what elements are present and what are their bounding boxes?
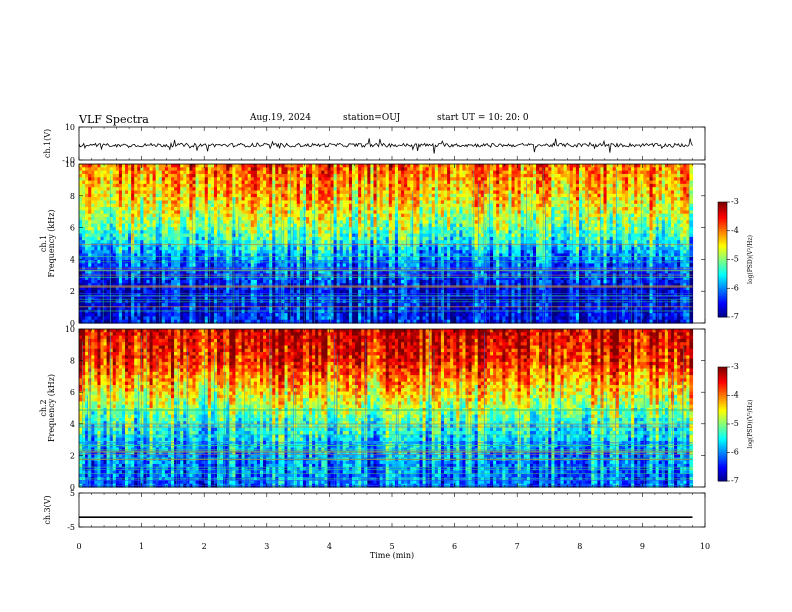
x-tick-label: 8: [577, 542, 582, 551]
colorbar-tick-label: -4: [731, 226, 739, 235]
y-tick-label: 2: [70, 287, 75, 296]
y-tick-label: 4: [70, 420, 75, 429]
waveform-line: [79, 138, 692, 153]
waveform-ch1: [79, 138, 692, 153]
colorbar-label: log(PSD)(V²/Hz): [747, 235, 754, 284]
y-axis-label: ch.3(V): [43, 495, 52, 524]
x-tick-label: 2: [202, 542, 207, 551]
colorbar-tick-label: -3: [731, 362, 739, 371]
y-tick-label: 5: [70, 489, 75, 498]
x-tick-label: 1: [139, 542, 144, 551]
y-axis-label: Frequency (kHz): [47, 374, 56, 442]
y-axis-label: Frequency (kHz): [47, 209, 56, 277]
x-tick-label: 5: [389, 542, 394, 551]
colorbar-tick-label: -5: [731, 419, 739, 428]
colorbar-ch2: [718, 367, 730, 482]
spectrogram-ch1: [79, 164, 693, 324]
colorbar-tick-label: -6: [731, 448, 739, 457]
y-tick-label: 10: [65, 325, 75, 334]
x-tick-label: 7: [515, 542, 520, 551]
x-tick-label: 10: [700, 542, 710, 551]
x-tick-label: 3: [264, 542, 269, 551]
colorbar-ch1: [718, 202, 730, 318]
y-tick-label: 6: [70, 224, 75, 233]
x-tick-label: 0: [76, 542, 81, 551]
y-tick-label: 10: [65, 123, 75, 132]
y-tick-label: 10: [65, 160, 75, 169]
y-tick-label: 8: [70, 357, 75, 366]
colorbar-tick-label: -4: [731, 391, 739, 400]
y-tick-label: 4: [70, 255, 75, 264]
x-tick-label: 9: [640, 542, 645, 551]
colorbar-tick-label: -3: [731, 197, 739, 206]
colorbar-tick-label: -7: [731, 476, 739, 485]
colorbar-tick-label: -6: [731, 283, 739, 292]
y-axis-label: ch.1(V): [43, 129, 52, 158]
spectrogram-ch2: [79, 329, 693, 488]
y-tick-label: -5: [67, 523, 75, 532]
x-tick-label: 6: [452, 542, 457, 551]
colorbar-label: log(PSD)(V²/Hz): [747, 400, 754, 449]
panel-frame: [79, 493, 705, 527]
y-tick-label: 6: [70, 388, 75, 397]
y-tick-label: 8: [70, 192, 75, 201]
x-axis-label: Time (min): [370, 551, 414, 560]
y-tick-label: 2: [70, 451, 75, 460]
colorbar-tick-label: -7: [731, 312, 739, 321]
x-tick-label: 4: [327, 542, 332, 551]
colorbar-tick-label: -5: [731, 255, 739, 264]
